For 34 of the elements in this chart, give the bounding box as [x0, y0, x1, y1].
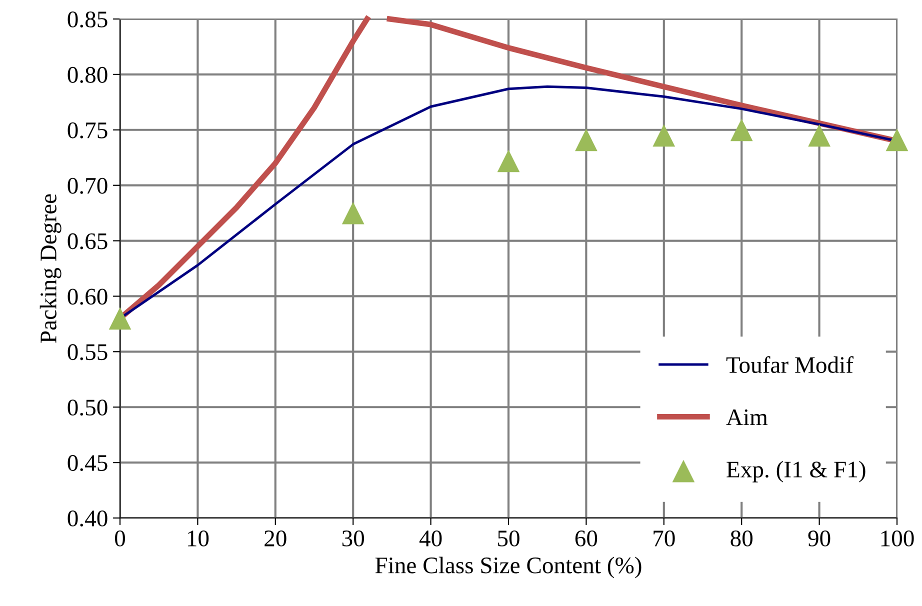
- x-tick-label: 100: [881, 530, 914, 546]
- point: [730, 118, 753, 142]
- point: [108, 307, 132, 330]
- point: [652, 124, 676, 147]
- y-tick-label: 0.45: [68, 455, 108, 472]
- x-tick-label: 0: [114, 530, 126, 546]
- y-tick-label: 0.80: [68, 66, 108, 83]
- y-tick-label: 0.65: [68, 233, 108, 250]
- x-tick-label: 90: [808, 530, 830, 546]
- y-tick-label: 0.85: [68, 11, 108, 28]
- x-tick-label: 70: [654, 530, 675, 546]
- x-tick-label: 50: [498, 530, 520, 546]
- x-tick-label: 40: [419, 530, 442, 546]
- x-tick-label: 10: [188, 530, 209, 546]
- point: [342, 202, 364, 224]
- point: [575, 128, 598, 152]
- y-tick-label: 0.60: [68, 288, 108, 305]
- y-tick-label: 0.70: [68, 178, 108, 194]
- x-tick-label: 80: [730, 530, 753, 546]
- y-tick-label: 0.40: [68, 510, 108, 527]
- y-tick-label: 0.55: [68, 344, 108, 360]
- point: [497, 150, 520, 172]
- x-tick-label: 20: [264, 530, 286, 546]
- x-tick-label: 30: [342, 530, 364, 546]
- y-axis-title: Packing Degree: [40, 194, 62, 343]
- legend-label: Toufar Modif: [726, 356, 854, 374]
- y-tick-label: 0.50: [68, 400, 108, 416]
- y-tick-label: 0.75: [68, 122, 108, 138]
- x-tick-label: 60: [575, 530, 598, 546]
- point: [808, 124, 830, 147]
- legend-label: Exp. (I1 & F1): [726, 460, 866, 482]
- legend-label: Aim: [726, 409, 768, 426]
- point: [886, 128, 908, 152]
- x-axis-title: Fine Class Size Content (%): [375, 556, 642, 578]
